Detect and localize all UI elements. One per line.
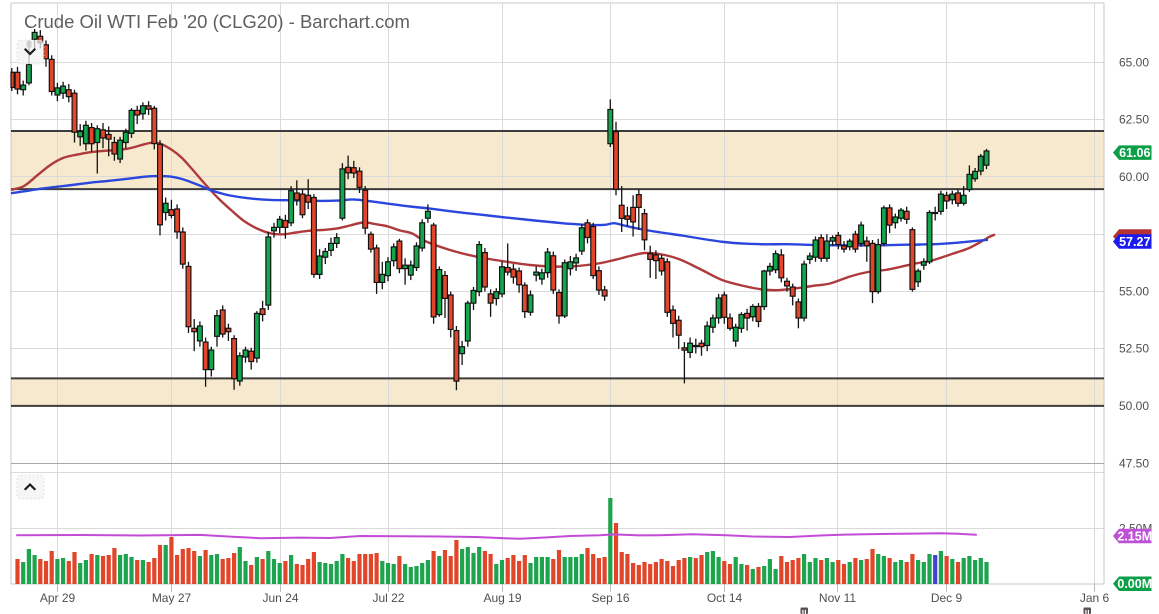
svg-text:47.50: 47.50 [1119,456,1149,470]
svg-text:61.06: 61.06 [1119,146,1150,160]
svg-text:Sep 16: Sep 16 [591,591,629,605]
svg-text:Dec 9: Dec 9 [931,591,963,605]
svg-text:52.50: 52.50 [1119,342,1149,356]
svg-text:50.00: 50.00 [1119,399,1149,413]
svg-text:Jan 6: Jan 6 [1080,591,1110,605]
svg-text:Crude Oil WTI Feb '20 (CLG20): Crude Oil WTI Feb '20 (CLG20) - Barchart… [24,11,410,32]
svg-text:Aug 19: Aug 19 [483,591,521,605]
svg-text:60.00: 60.00 [1119,170,1149,184]
svg-text:65.00: 65.00 [1119,55,1149,69]
svg-text:0.00M: 0.00M [1117,577,1152,591]
svg-text:62.50: 62.50 [1119,113,1149,127]
svg-text:May 27: May 27 [152,591,192,605]
svg-text:Oct 14: Oct 14 [707,591,743,605]
svg-text:Jul 22: Jul 22 [372,591,404,605]
svg-text:Nov 11: Nov 11 [819,591,856,605]
svg-text:Jun 24: Jun 24 [262,591,298,605]
svg-text:Apr 29: Apr 29 [40,591,76,605]
svg-text:55.00: 55.00 [1119,284,1149,298]
svg-text:57.27: 57.27 [1119,235,1150,249]
svg-text:2.15M: 2.15M [1117,530,1152,544]
